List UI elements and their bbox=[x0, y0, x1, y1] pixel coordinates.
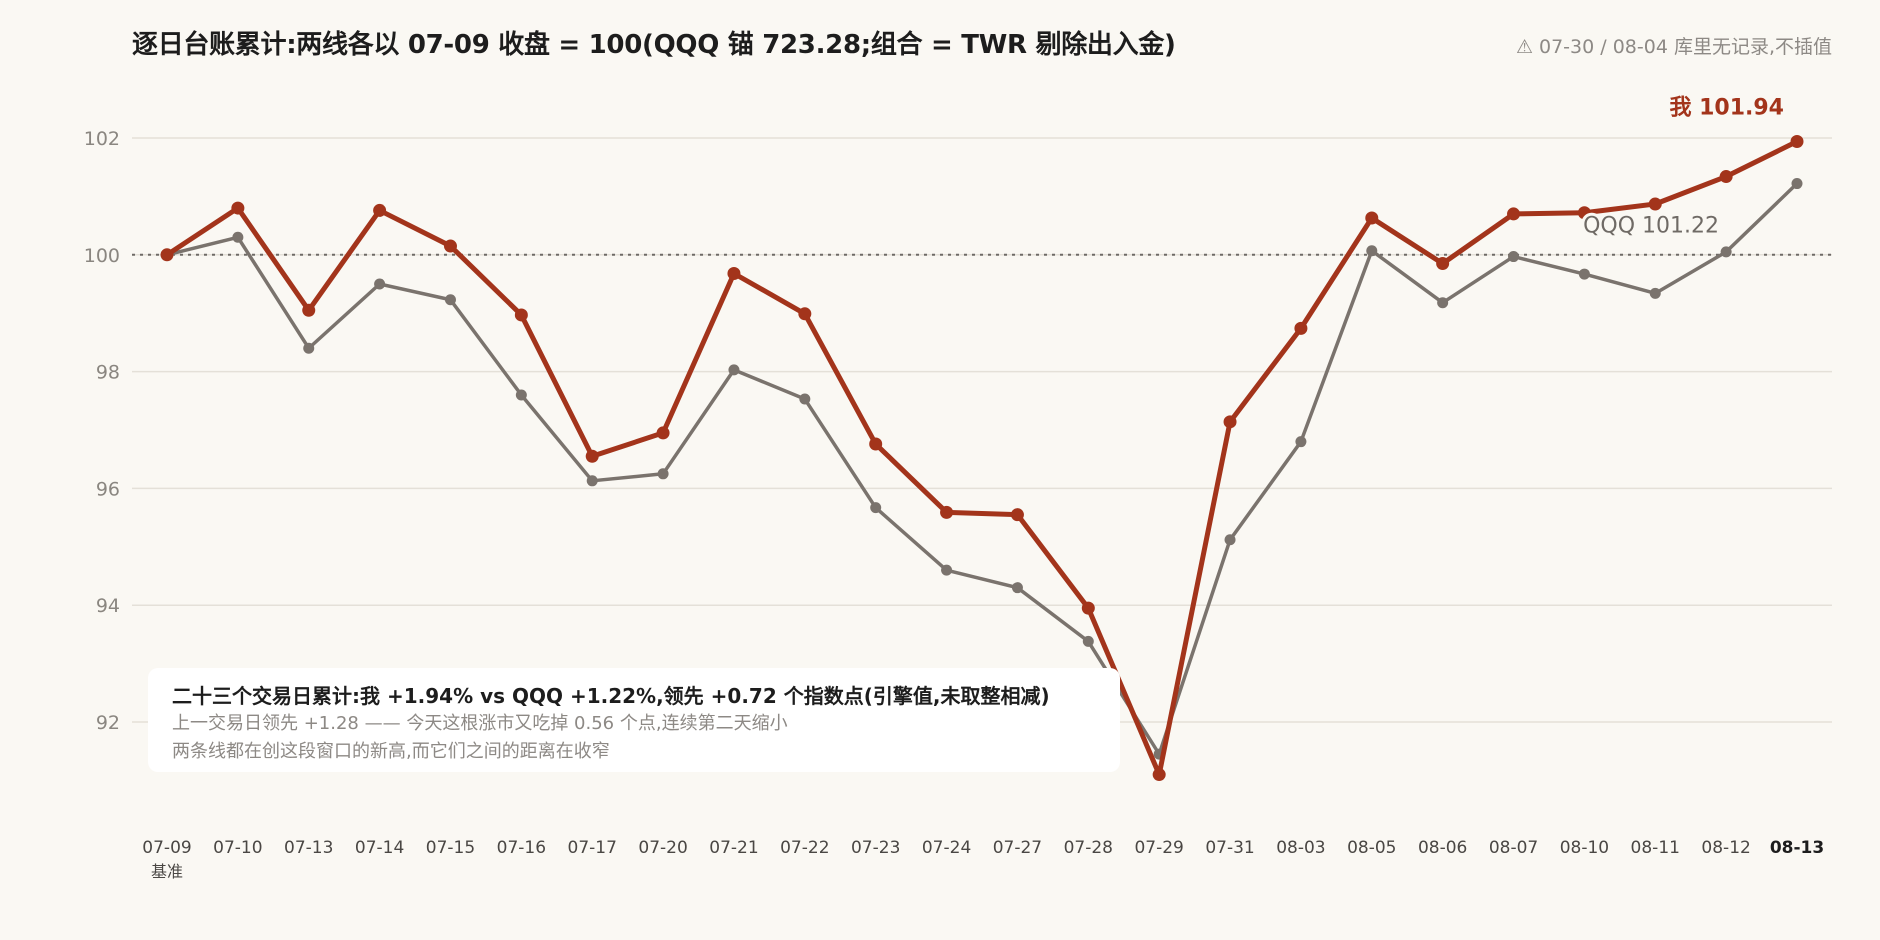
data-point bbox=[1082, 635, 1094, 647]
data-point bbox=[586, 475, 598, 487]
end-labels: 我 101.94 QQQ 101.22 bbox=[1580, 96, 1784, 242]
data-point bbox=[1720, 246, 1732, 258]
x-tick-label: 08-06 bbox=[1418, 838, 1467, 858]
y-tick-label: 96 bbox=[96, 478, 120, 500]
x-tick-label: 08-07 bbox=[1489, 838, 1538, 858]
end-label-me: 我 101.94 bbox=[1669, 96, 1784, 121]
x-tick-label: 07-23 bbox=[851, 838, 900, 858]
data-point bbox=[232, 231, 244, 243]
x-tick-label: 07-27 bbox=[993, 838, 1042, 858]
data-point bbox=[1224, 534, 1236, 546]
data-point bbox=[444, 294, 456, 306]
data-point bbox=[1577, 206, 1591, 220]
data-point bbox=[1152, 768, 1166, 782]
data-point bbox=[1508, 251, 1520, 263]
data-point bbox=[1366, 245, 1378, 257]
data-point bbox=[1648, 197, 1662, 211]
x-tick-label: 08-05 bbox=[1347, 838, 1396, 858]
data-point bbox=[1081, 601, 1095, 615]
data-point bbox=[1649, 287, 1661, 299]
data-point bbox=[1790, 135, 1804, 149]
data-point bbox=[1578, 268, 1590, 280]
data-point bbox=[1436, 257, 1450, 271]
summary-line-2: 两条线都在创这段窗口的新高,而它们之间的距离在收窄 bbox=[172, 741, 610, 762]
summary-card: 二十三个交易日累计:我 +1.94% vs QQQ +1.22%,领先 +0.7… bbox=[148, 668, 1120, 772]
summary-headline: 二十三个交易日累计:我 +1.94% vs QQQ +1.22%,领先 +0.7… bbox=[172, 684, 1050, 708]
data-point bbox=[656, 426, 670, 440]
series-line bbox=[164, 139, 1800, 778]
data-point bbox=[585, 449, 599, 463]
data-point bbox=[1295, 436, 1307, 448]
data-point bbox=[1010, 508, 1024, 522]
data-point bbox=[1719, 170, 1733, 184]
data-point bbox=[940, 505, 954, 519]
end-label-qqq: QQQ 101.22 bbox=[1583, 214, 1719, 239]
data-point bbox=[941, 564, 953, 576]
data-point bbox=[799, 393, 811, 405]
y-tick-label: 98 bbox=[96, 362, 120, 384]
data-point bbox=[160, 248, 174, 262]
data-point bbox=[1437, 297, 1449, 309]
data-point bbox=[373, 203, 387, 217]
x-tick-label: 07-14 bbox=[355, 838, 404, 858]
data-point bbox=[302, 303, 316, 317]
y-tick-label: 102 bbox=[84, 128, 120, 150]
y-tick-label: 94 bbox=[96, 595, 120, 617]
x-tick-label: 08-10 bbox=[1560, 838, 1609, 858]
series-line bbox=[165, 181, 1799, 756]
data-point bbox=[869, 437, 883, 451]
x-tick-label: 08-12 bbox=[1701, 838, 1750, 858]
data-point bbox=[515, 389, 527, 401]
data-point bbox=[374, 278, 386, 290]
x-axis-ticks: 07-09 07-10 07-13 07-14 07-15 07-16 07-17 07-20… bbox=[142, 838, 1824, 881]
x-tick-label: 07-29 bbox=[1134, 838, 1183, 858]
x-tick-label: 08-11 bbox=[1631, 838, 1680, 858]
data-point bbox=[443, 239, 457, 253]
data-point bbox=[303, 342, 315, 354]
x-tick-label: 07-13 bbox=[284, 838, 333, 858]
data-point bbox=[1365, 211, 1379, 225]
missing-data-note: ⚠ 07-30 / 08-04 库里无记录,不插值 bbox=[1515, 36, 1832, 58]
data-point bbox=[727, 266, 741, 280]
data-point bbox=[657, 468, 669, 480]
x-tick-label: 07-15 bbox=[426, 838, 475, 858]
data-point bbox=[1294, 321, 1308, 335]
data-point bbox=[1011, 582, 1023, 594]
x-tick-label: 08-13 bbox=[1770, 838, 1824, 858]
summary-line-1: 上一交易日领先 +1.28 —— 今天这根涨市又吃掉 0.56 个点,连续第二天… bbox=[172, 713, 788, 734]
data-point bbox=[728, 364, 740, 376]
base-tick-label: 基准 bbox=[151, 862, 183, 881]
data-point bbox=[870, 502, 882, 514]
series-me bbox=[160, 135, 1804, 782]
grid-lines bbox=[132, 137, 1832, 723]
y-axis-ticks: 92 94 96 98 100 102 bbox=[84, 128, 120, 734]
chart-title: 逐日台账累计:两线各以 07-09 收盘 = 100(QQQ 锚 723.28;… bbox=[132, 30, 1176, 60]
x-tick-label: 07-31 bbox=[1205, 838, 1254, 858]
data-point bbox=[231, 201, 245, 215]
y-tick-label: 92 bbox=[96, 712, 120, 734]
data-point bbox=[798, 307, 812, 321]
data-point bbox=[1223, 415, 1237, 429]
y-tick-label: 100 bbox=[84, 245, 120, 267]
data-point bbox=[1507, 207, 1521, 221]
x-tick-label: 07-16 bbox=[497, 838, 546, 858]
data-point bbox=[1791, 178, 1803, 190]
series-lines bbox=[160, 135, 1804, 782]
data-point bbox=[514, 308, 528, 322]
x-tick-label: 07-09 bbox=[142, 838, 191, 858]
x-tick-label: 08-03 bbox=[1276, 838, 1325, 858]
x-tick-label: 07-17 bbox=[568, 838, 617, 858]
x-tick-label: 07-21 bbox=[709, 838, 758, 858]
x-tick-label: 07-22 bbox=[780, 838, 829, 858]
x-tick-label: 07-24 bbox=[922, 838, 971, 858]
x-tick-label: 07-20 bbox=[638, 838, 687, 858]
x-tick-label: 07-10 bbox=[213, 838, 262, 858]
x-tick-label: 07-28 bbox=[1064, 838, 1113, 858]
